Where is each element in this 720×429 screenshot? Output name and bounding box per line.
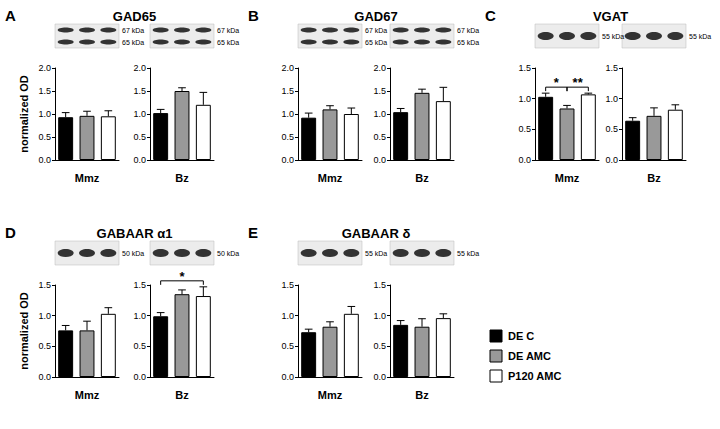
svg-text:0.5: 0.5: [518, 124, 531, 134]
svg-text:1.0: 1.0: [38, 311, 51, 321]
svg-text:0.5: 0.5: [38, 132, 51, 142]
svg-text:0.0: 0.0: [133, 155, 146, 165]
svg-text:2.0: 2.0: [133, 63, 146, 73]
svg-text:65 kDa: 65 kDa: [122, 39, 144, 46]
svg-text:Mmz: Mmz: [75, 172, 100, 184]
svg-text:A: A: [5, 7, 16, 24]
svg-text:0.0: 0.0: [605, 155, 618, 165]
svg-text:1.0: 1.0: [605, 94, 618, 104]
svg-text:1.5: 1.5: [133, 280, 146, 290]
svg-text:55 kDa: 55 kDa: [365, 250, 387, 257]
svg-text:D: D: [5, 224, 16, 241]
svg-text:DE AMC: DE AMC: [508, 350, 551, 362]
svg-text:Bz: Bz: [175, 389, 189, 401]
svg-text:1.0: 1.0: [133, 109, 146, 119]
svg-text:1.5: 1.5: [38, 280, 51, 290]
svg-text:B: B: [248, 7, 259, 24]
svg-text:GAD67: GAD67: [354, 9, 397, 24]
svg-text:1.5: 1.5: [133, 86, 146, 96]
svg-text:Mmz: Mmz: [555, 172, 580, 184]
svg-text:1.0: 1.0: [281, 311, 294, 321]
svg-text:0.5: 0.5: [281, 341, 294, 351]
svg-text:GABAAR α1: GABAAR α1: [97, 226, 173, 241]
svg-text:normalized OD: normalized OD: [18, 75, 30, 153]
svg-text:55 kDa: 55 kDa: [457, 250, 479, 257]
svg-text:0.5: 0.5: [133, 132, 146, 142]
svg-text:55 kDa: 55 kDa: [689, 33, 711, 40]
svg-text:P120 AMC: P120 AMC: [508, 370, 561, 382]
svg-text:Mmz: Mmz: [318, 389, 343, 401]
svg-text:1.5: 1.5: [281, 280, 294, 290]
svg-text:0.5: 0.5: [133, 341, 146, 351]
svg-text:67 kDa: 67 kDa: [122, 27, 144, 34]
svg-text:Bz: Bz: [415, 172, 429, 184]
svg-text:0.0: 0.0: [281, 155, 294, 165]
svg-text:2.0: 2.0: [38, 63, 51, 73]
svg-text:1.5: 1.5: [373, 86, 386, 96]
svg-text:1.5: 1.5: [38, 86, 51, 96]
svg-text:0.5: 0.5: [605, 124, 618, 134]
svg-text:65 kDa: 65 kDa: [217, 39, 239, 46]
svg-text:0.0: 0.0: [281, 372, 294, 382]
svg-text:0.5: 0.5: [281, 132, 294, 142]
svg-text:1.5: 1.5: [605, 63, 618, 73]
svg-text:67 kDa: 67 kDa: [365, 27, 387, 34]
svg-text:0.5: 0.5: [373, 341, 386, 351]
svg-text:0.0: 0.0: [518, 155, 531, 165]
svg-text:1.5: 1.5: [518, 63, 531, 73]
svg-text:1.0: 1.0: [373, 109, 386, 119]
svg-text:67 kDa: 67 kDa: [457, 27, 479, 34]
svg-text:50 kDa: 50 kDa: [122, 250, 144, 257]
svg-text:67 kDa: 67 kDa: [217, 27, 239, 34]
svg-text:0.0: 0.0: [133, 372, 146, 382]
svg-text:Bz: Bz: [647, 172, 661, 184]
svg-text:VGAT: VGAT: [593, 9, 628, 24]
svg-text:GABAAR δ: GABAAR δ: [342, 226, 411, 241]
svg-text:normalized OD: normalized OD: [18, 292, 30, 370]
svg-text:E: E: [248, 224, 258, 241]
svg-text:2.0: 2.0: [373, 63, 386, 73]
svg-text:65 kDa: 65 kDa: [457, 39, 479, 46]
svg-text:0.0: 0.0: [38, 155, 51, 165]
svg-text:Bz: Bz: [175, 172, 189, 184]
svg-text:1.5: 1.5: [281, 86, 294, 96]
svg-text:55 kDa: 55 kDa: [602, 33, 624, 40]
svg-text:1.0: 1.0: [518, 94, 531, 104]
svg-text:*: *: [554, 75, 560, 90]
svg-text:1.5: 1.5: [373, 280, 386, 290]
svg-text:C: C: [485, 7, 496, 24]
svg-text:65 kDa: 65 kDa: [365, 39, 387, 46]
svg-text:Bz: Bz: [415, 389, 429, 401]
svg-text:0.0: 0.0: [373, 155, 386, 165]
svg-text:Mmz: Mmz: [75, 389, 100, 401]
svg-text:1.0: 1.0: [38, 109, 51, 119]
svg-text:Mmz: Mmz: [318, 172, 343, 184]
svg-text:50 kDa: 50 kDa: [217, 250, 239, 257]
svg-text:1.0: 1.0: [133, 311, 146, 321]
svg-text:1.0: 1.0: [373, 311, 386, 321]
svg-text:*: *: [179, 269, 185, 284]
svg-text:0.0: 0.0: [373, 372, 386, 382]
svg-text:2.0: 2.0: [281, 63, 294, 73]
svg-text:DE C: DE C: [508, 330, 534, 342]
svg-text:GAD65: GAD65: [113, 9, 156, 24]
svg-text:0.5: 0.5: [373, 132, 386, 142]
svg-text:0.5: 0.5: [38, 341, 51, 351]
svg-text:**: **: [573, 75, 584, 90]
svg-text:0.0: 0.0: [38, 372, 51, 382]
svg-text:1.0: 1.0: [281, 109, 294, 119]
